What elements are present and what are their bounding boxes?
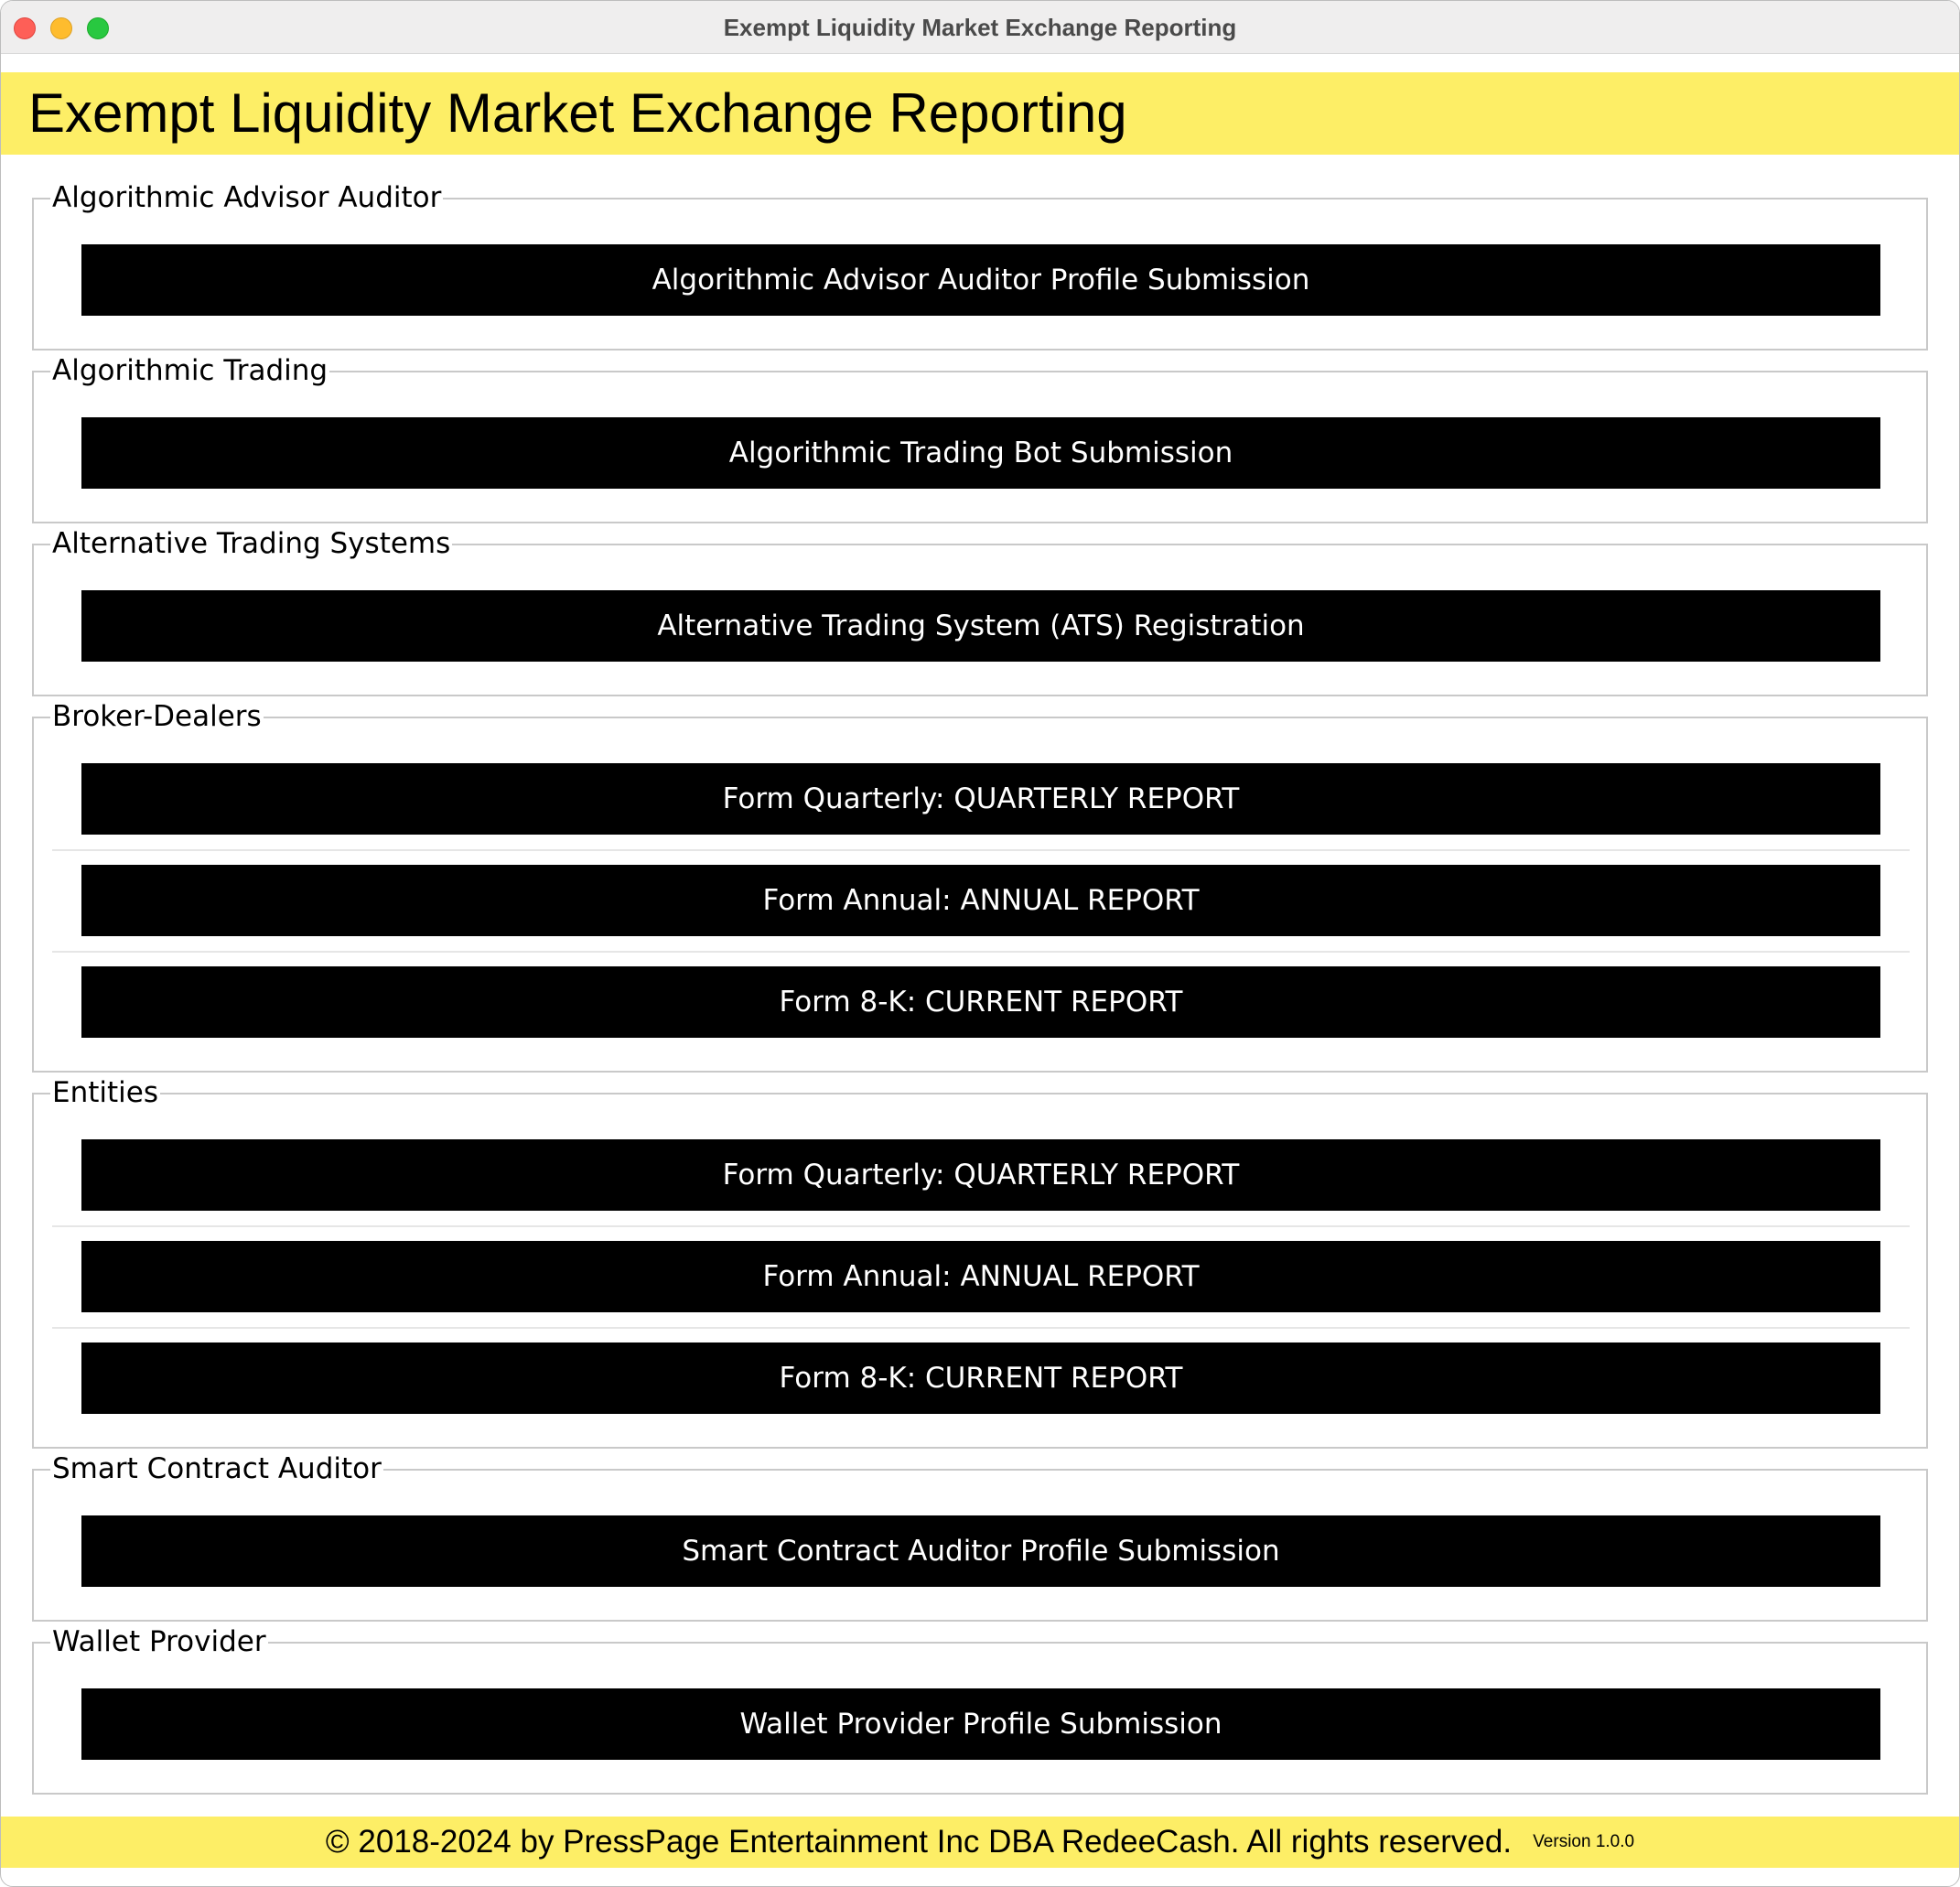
wallet-provider-profile-button[interactable]: Wallet Provider Profile Submission [81, 1688, 1880, 1760]
divider [52, 1225, 1910, 1227]
broker-annual-report-button[interactable]: Form Annual: ANNUAL REPORT [81, 865, 1880, 936]
entities-quarterly-report-button[interactable]: Form Quarterly: QUARTERLY REPORT [81, 1139, 1880, 1211]
divider [52, 951, 1910, 953]
section-alternative-trading-systems: Alternative Trading Systems Alternative … [32, 525, 1928, 696]
section-label: Algorithmic Advisor Auditor [50, 179, 444, 216]
section-smart-contract-auditor: Smart Contract Auditor Smart Contract Au… [32, 1450, 1928, 1622]
entities-current-report-button[interactable]: Form 8-K: CURRENT REPORT [81, 1342, 1880, 1414]
copyright-text: © 2018-2024 by PressPage Entertainment I… [325, 1824, 1513, 1860]
title-bar: Exempt Liquidity Market Exchange Reporti… [1, 1, 1959, 54]
minimize-window-button[interactable] [50, 17, 72, 39]
page-footer: © 2018-2024 by PressPage Entertainment I… [1, 1817, 1959, 1868]
smart-contract-auditor-profile-button[interactable]: Smart Contract Auditor Profile Submissio… [81, 1515, 1880, 1587]
algorithmic-advisor-auditor-profile-button[interactable]: Algorithmic Advisor Auditor Profile Subm… [81, 244, 1880, 316]
divider [52, 849, 1910, 851]
section-label: Wallet Provider [50, 1623, 268, 1660]
close-window-button[interactable] [14, 17, 36, 39]
page-header: Exempt Liquidity Market Exchange Reporti… [1, 72, 1959, 155]
section-label: Broker-Dealers [50, 698, 264, 735]
zoom-window-button[interactable] [87, 17, 109, 39]
section-broker-dealers: Broker-Dealers Form Quarterly: QUARTERLY… [32, 698, 1928, 1073]
section-entities: Entities Form Quarterly: QUARTERLY REPOR… [32, 1074, 1928, 1449]
section-label: Smart Contract Auditor [50, 1450, 383, 1487]
version-label: Version 1.0.0 [1533, 1832, 1635, 1851]
section-label: Algorithmic Trading [50, 352, 330, 389]
section-label: Entities [50, 1074, 160, 1111]
algorithmic-trading-bot-button[interactable]: Algorithmic Trading Bot Submission [81, 417, 1880, 489]
ats-registration-button[interactable]: Alternative Trading System (ATS) Registr… [81, 590, 1880, 662]
broker-quarterly-report-button[interactable]: Form Quarterly: QUARTERLY REPORT [81, 763, 1880, 835]
section-algorithmic-advisor-auditor: Algorithmic Advisor Auditor Algorithmic … [32, 179, 1928, 350]
entities-annual-report-button[interactable]: Form Annual: ANNUAL REPORT [81, 1241, 1880, 1312]
page-title: Exempt Liquidity Market Exchange Reporti… [28, 82, 1127, 144]
section-label: Alternative Trading Systems [50, 525, 453, 562]
section-wallet-provider: Wallet Provider Wallet Provider Profile … [32, 1623, 1928, 1795]
section-algorithmic-trading: Algorithmic Trading Algorithmic Trading … [32, 352, 1928, 523]
divider [52, 1327, 1910, 1329]
broker-current-report-button[interactable]: Form 8-K: CURRENT REPORT [81, 966, 1880, 1038]
window-title: Exempt Liquidity Market Exchange Reporti… [723, 14, 1237, 41]
